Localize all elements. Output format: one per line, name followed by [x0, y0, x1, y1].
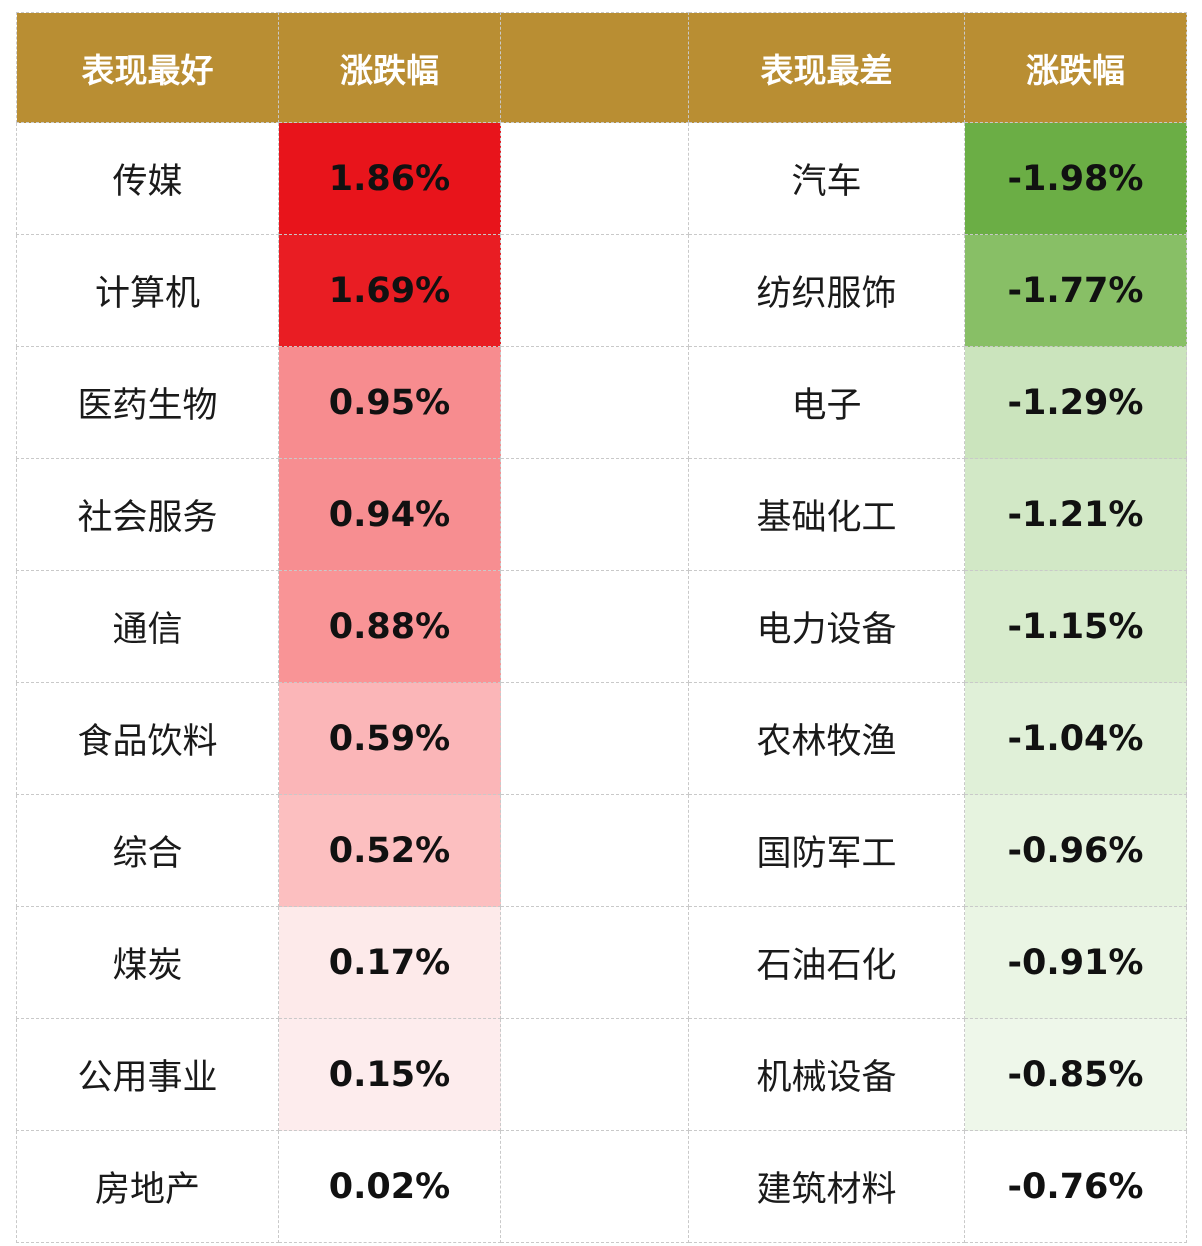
row-gap	[500, 122, 689, 235]
worst-sector-name: 汽车	[688, 122, 965, 235]
header-gap	[500, 12, 689, 123]
best-sector-change: 0.95%	[278, 346, 501, 459]
row-gap	[500, 346, 689, 459]
best-sector-change: 0.17%	[278, 906, 501, 1019]
worst-sector-change: -1.29%	[964, 346, 1187, 459]
best-sector-name: 通信	[16, 570, 279, 683]
table-row: 通信 0.88% 电力设备 -1.15%	[16, 570, 1187, 683]
worst-sector-name: 国防军工	[688, 794, 965, 907]
best-sector-change: 0.94%	[278, 458, 501, 571]
best-sector-change: 1.69%	[278, 234, 501, 347]
row-gap	[500, 1018, 689, 1131]
worst-sector-name: 石油石化	[688, 906, 965, 1019]
worst-sector-change: -0.85%	[964, 1018, 1187, 1131]
row-gap	[500, 682, 689, 795]
best-sector-change: 0.52%	[278, 794, 501, 907]
worst-sector-change: -1.21%	[964, 458, 1187, 571]
best-sector-name: 计算机	[16, 234, 279, 347]
best-sector-change: 0.88%	[278, 570, 501, 683]
worst-sector-change: -0.96%	[964, 794, 1187, 907]
header-row: 表现最好 涨跌幅 表现最差 涨跌幅	[16, 12, 1187, 123]
worst-sector-change: -1.98%	[964, 122, 1187, 235]
table-row: 煤炭 0.17% 石油石化 -0.91%	[16, 906, 1187, 1019]
table-row: 食品饮料 0.59% 农林牧渔 -1.04%	[16, 682, 1187, 795]
worst-sector-change: -0.91%	[964, 906, 1187, 1019]
table-row: 社会服务 0.94% 基础化工 -1.21%	[16, 458, 1187, 571]
table-row: 传媒 1.86% 汽车 -1.98%	[16, 122, 1187, 235]
row-gap	[500, 570, 689, 683]
worst-sector-change: -1.77%	[964, 234, 1187, 347]
worst-sector-change: -1.04%	[964, 682, 1187, 795]
best-sector-change: 0.59%	[278, 682, 501, 795]
row-gap	[500, 906, 689, 1019]
row-gap	[500, 458, 689, 571]
best-sector-name: 房地产	[16, 1130, 279, 1243]
row-gap	[500, 794, 689, 907]
best-sector-name: 煤炭	[16, 906, 279, 1019]
worst-sector-name: 纺织服饰	[688, 234, 965, 347]
worst-sector-name: 电力设备	[688, 570, 965, 683]
best-sector-change: 0.15%	[278, 1018, 501, 1131]
header-change-left: 涨跌幅	[278, 12, 501, 123]
table-row: 综合 0.52% 国防军工 -0.96%	[16, 794, 1187, 907]
table-row: 医药生物 0.95% 电子 -1.29%	[16, 346, 1187, 459]
best-sector-change: 1.86%	[278, 122, 501, 235]
sector-performance-table-container: 表现最好 涨跌幅 表现最差 涨跌幅 传媒 1.86% 汽车 -1.98% 计算机 1.69…	[16, 12, 1187, 1243]
row-gap	[500, 234, 689, 347]
best-sector-change: 0.02%	[278, 1130, 501, 1243]
table-row: 公用事业 0.15% 机械设备 -0.85%	[16, 1018, 1187, 1131]
best-sector-name: 社会服务	[16, 458, 279, 571]
row-gap	[500, 1130, 689, 1243]
best-sector-name: 食品饮料	[16, 682, 279, 795]
worst-sector-change: -0.76%	[964, 1130, 1187, 1243]
header-best: 表现最好	[16, 12, 279, 123]
worst-sector-name: 农林牧渔	[688, 682, 965, 795]
header-worst: 表现最差	[688, 12, 965, 123]
best-sector-name: 医药生物	[16, 346, 279, 459]
worst-sector-name: 电子	[688, 346, 965, 459]
worst-sector-change: -1.15%	[964, 570, 1187, 683]
worst-sector-name: 机械设备	[688, 1018, 965, 1131]
best-sector-name: 传媒	[16, 122, 279, 235]
worst-sector-name: 基础化工	[688, 458, 965, 571]
table-row: 房地产 0.02% 建筑材料 -0.76%	[16, 1130, 1187, 1243]
header-change-right: 涨跌幅	[964, 12, 1187, 123]
table-row: 计算机 1.69% 纺织服饰 -1.77%	[16, 234, 1187, 347]
sector-performance-table: 表现最好 涨跌幅 表现最差 涨跌幅 传媒 1.86% 汽车 -1.98% 计算机 1.69…	[16, 12, 1187, 1243]
best-sector-name: 综合	[16, 794, 279, 907]
best-sector-name: 公用事业	[16, 1018, 279, 1131]
table-body: 传媒 1.86% 汽车 -1.98% 计算机 1.69% 纺织服饰 -1.77% 医药生物 0.9…	[16, 122, 1187, 1243]
worst-sector-name: 建筑材料	[688, 1130, 965, 1243]
